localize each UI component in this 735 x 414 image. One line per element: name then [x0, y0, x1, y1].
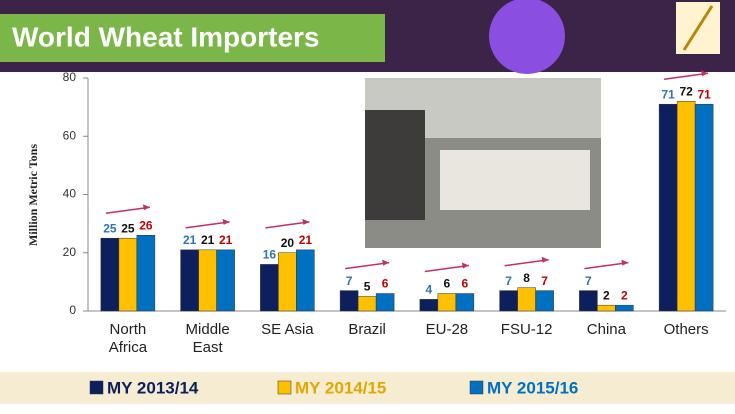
bar [198, 249, 217, 312]
legend-label: MY 2014/15 [295, 378, 386, 397]
trend-arrow [621, 259, 629, 266]
value-label: 6 [444, 277, 451, 291]
legend-label: MY 2013/14 [107, 378, 199, 397]
value-label: 6 [382, 277, 389, 291]
bar [375, 293, 395, 312]
trend-arrow [701, 70, 709, 77]
trend-arrow [302, 218, 310, 225]
bar [676, 101, 696, 312]
x-tick-label: Others [663, 321, 709, 338]
y-tick-label: 20 [63, 245, 77, 259]
x-tick-label: SE Asia [261, 321, 314, 338]
value-label: 7 [541, 274, 548, 288]
bar [278, 252, 297, 312]
trend-arrow [461, 262, 469, 269]
legend-band [0, 372, 735, 404]
value-label: 21 [219, 233, 233, 247]
bar [296, 249, 315, 312]
decor-circle [489, 0, 565, 74]
value-label: 8 [523, 271, 530, 285]
x-tick-label: China [586, 321, 626, 338]
photo [365, 110, 425, 220]
value-label: 71 [661, 87, 675, 101]
value-label: 72 [679, 84, 693, 98]
bar [535, 290, 554, 312]
bar [260, 264, 279, 312]
bar [136, 235, 156, 312]
title-box [0, 14, 385, 62]
x-tick-label: Brazil [348, 321, 386, 338]
value-label: 25 [103, 221, 117, 235]
value-label: 7 [585, 274, 592, 288]
bar [180, 249, 199, 312]
bar [100, 237, 120, 312]
value-label: 71 [697, 87, 711, 101]
trend-arrow [222, 218, 230, 225]
y-tick-label: 40 [63, 187, 77, 201]
x-tick-label: Middle East [185, 321, 230, 356]
trend-arrow [185, 221, 230, 229]
trend-arrow [664, 72, 709, 81]
legend-swatch [89, 380, 104, 395]
bar [216, 249, 235, 312]
bar [118, 237, 138, 312]
bar [419, 299, 439, 312]
value-label: 26 [139, 218, 153, 232]
x-tick-label: FSU-12 [500, 321, 553, 338]
value-label: 7 [505, 274, 512, 288]
value-label: 2 [603, 288, 610, 302]
value-label: 21 [201, 233, 215, 247]
bar [694, 103, 714, 312]
trend-arrow [142, 204, 150, 211]
trend-arrow [265, 221, 310, 229]
value-label: 25 [121, 221, 135, 235]
legend-swatch [277, 380, 292, 395]
bar [658, 103, 678, 312]
axis-bg [0, 72, 88, 102]
trend-arrow [424, 264, 469, 273]
bar [579, 290, 598, 312]
y-tick-label: 60 [63, 128, 77, 142]
trend-arrow [541, 256, 549, 263]
value-label: 5 [364, 280, 371, 294]
value-label: 16 [263, 248, 277, 262]
bar [339, 290, 359, 312]
value-label: 21 [183, 233, 197, 247]
x-tick-label: EU-28 [425, 321, 469, 338]
trend-arrow [382, 259, 390, 266]
value-label: 4 [426, 283, 433, 297]
trend-arrow [345, 261, 390, 270]
bar [437, 293, 457, 312]
bar [517, 287, 536, 312]
value-label: 6 [462, 277, 469, 291]
value-label: 7 [346, 274, 353, 288]
bar [597, 304, 616, 312]
trend-arrow [105, 206, 150, 215]
wheat-icon [682, 5, 714, 51]
photo [440, 150, 590, 210]
bar [455, 293, 475, 312]
trend-arrow [584, 261, 629, 270]
value-label: 21 [299, 233, 313, 247]
y-axis-label: Million Metric Tons [26, 144, 40, 246]
legend-label: MY 2015/16 [487, 378, 578, 397]
bar [499, 290, 518, 312]
bar [357, 296, 377, 312]
trend-arrow [504, 258, 549, 267]
chart-title: World Wheat Importers [12, 21, 320, 52]
x-tick-label: North Africa [108, 321, 148, 356]
legend-swatch [469, 380, 484, 395]
value-label: 2 [621, 288, 628, 302]
bar [615, 304, 634, 312]
y-tick-label: 80 [63, 70, 77, 84]
value-label: 20 [281, 236, 295, 250]
y-tick-label: 0 [69, 303, 76, 317]
